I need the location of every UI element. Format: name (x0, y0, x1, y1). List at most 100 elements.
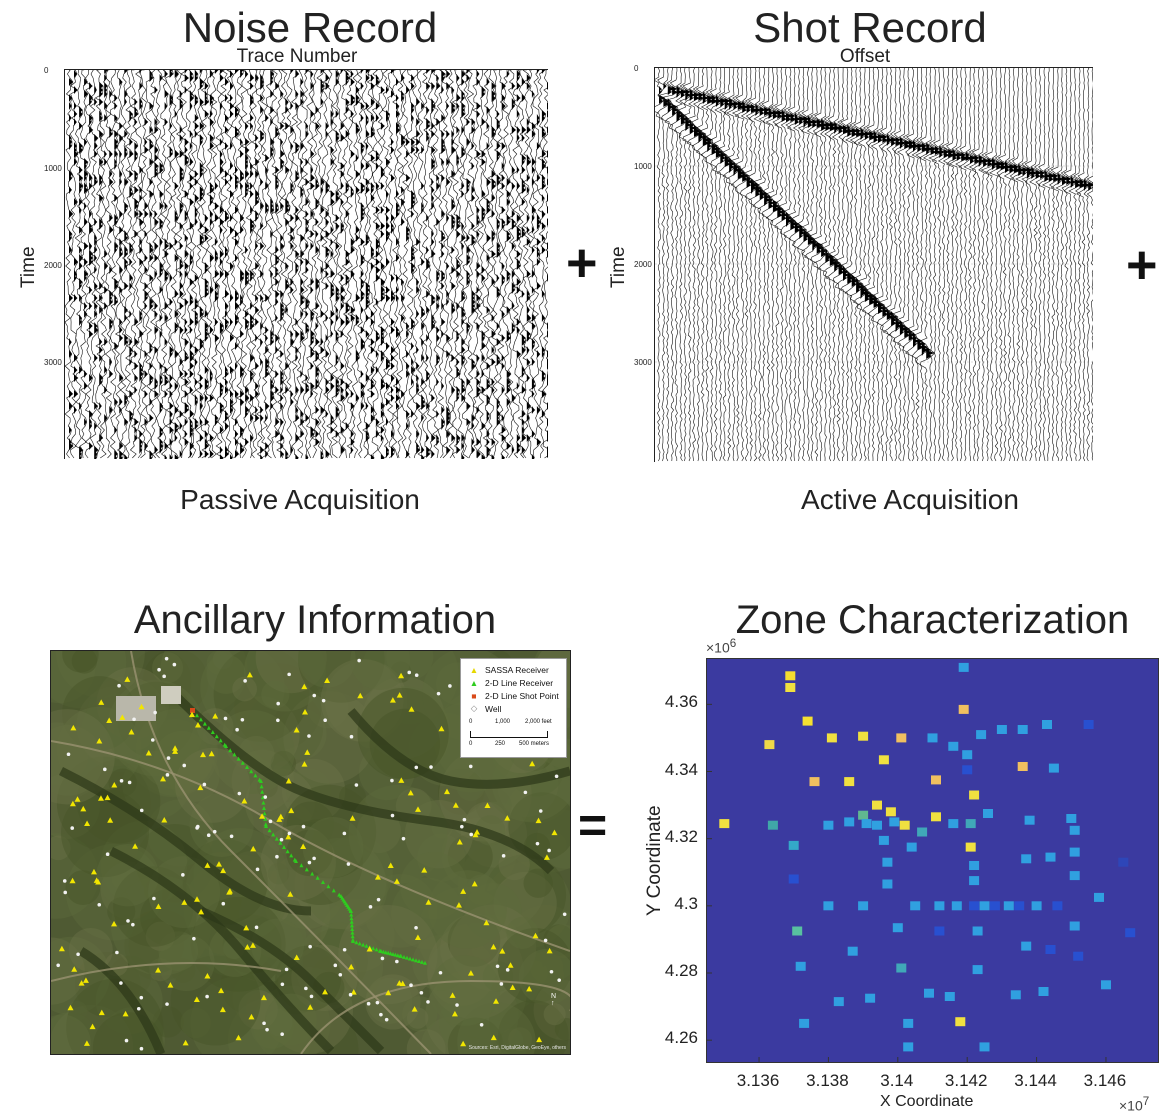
terrain-patch (539, 963, 565, 990)
noise-trace-fill (204, 82, 209, 458)
terrain-patch (67, 1000, 88, 1021)
sassa-receiver-marker (407, 789, 414, 796)
line-receiver-marker (379, 949, 383, 953)
zone-cell (1118, 857, 1129, 867)
terrain-patch (189, 792, 254, 858)
shot-trace (813, 68, 829, 462)
sassa-receiver-marker (452, 802, 459, 808)
scale-line (470, 731, 548, 738)
line-receiver-marker (285, 849, 290, 854)
sassa-receiver-marker (259, 813, 266, 819)
noise-trace-fill (360, 70, 365, 410)
well-marker (375, 1000, 380, 1005)
well-marker (547, 848, 551, 853)
shot-trace-fill (939, 146, 945, 158)
shot-trace-fill (772, 110, 780, 212)
satellite-map[interactable]: ▲ SASSA Receiver ▲ 2-D Line Receiver ■ 2… (50, 650, 571, 1055)
well-marker (312, 856, 316, 861)
sassa-receiver-marker (374, 874, 381, 880)
zone-cell (927, 733, 938, 743)
zone-cell (1003, 901, 1014, 911)
line-receiver-marker (260, 789, 265, 794)
line-receiver-marker (331, 888, 336, 893)
terrain-patch (497, 928, 570, 1004)
terrain-patch (543, 1003, 566, 1026)
terrain-patch (145, 921, 176, 951)
shot-trace (941, 68, 955, 462)
well-marker (357, 658, 361, 663)
terrain-patch (51, 651, 127, 709)
sassa-receiver-marker (301, 761, 308, 767)
noise-record-xlabel: Trace Number (236, 46, 358, 67)
shot-trace-fill (873, 131, 880, 308)
noise-trace (84, 70, 94, 459)
well-marker (401, 836, 406, 841)
noise-trace-fill (109, 90, 114, 414)
x-exponent-base: ×10 (1119, 1097, 1143, 1114)
shot-trace-fill (856, 128, 863, 293)
terrain-patch (357, 686, 451, 779)
noise-trace-fill (209, 70, 214, 458)
noise-trace (416, 70, 426, 459)
noise-trace (291, 70, 300, 459)
terrain-patch (51, 651, 96, 704)
sassa-receiver-marker (385, 989, 392, 996)
zone-cell (833, 997, 844, 1007)
zone-cell (931, 775, 941, 785)
terrain-patch (482, 961, 514, 992)
shot-trace (892, 68, 909, 462)
sassa-receiver-marker (387, 862, 394, 868)
zone-cell (1038, 987, 1049, 996)
shot-trace (677, 68, 692, 462)
shot-trace (734, 68, 750, 462)
sassa-receiver-marker (78, 980, 85, 986)
well-marker (172, 662, 177, 667)
terrain-patch (128, 918, 184, 974)
zone-cell (983, 809, 993, 818)
zone-heatmap-plot[interactable] (706, 658, 1159, 1063)
terrain-patch (183, 861, 278, 956)
sassa-receiver-marker (535, 817, 542, 824)
noise-trace (331, 70, 340, 459)
zone-cell (969, 901, 980, 911)
well-marker (538, 809, 543, 813)
noise-trace (431, 70, 441, 459)
shot-trace (901, 68, 916, 462)
shot-trace (931, 68, 946, 462)
well-marker (119, 778, 124, 783)
shot-trace (1050, 68, 1064, 462)
noise-trace-fill (84, 78, 89, 426)
well-marker (70, 826, 75, 830)
noise-trace-fill (451, 86, 456, 442)
noise-trace-fill (245, 70, 250, 446)
well-marker (117, 683, 121, 688)
terrain-patch (391, 877, 463, 950)
sassa-receiver-marker (204, 973, 211, 979)
well-marker (221, 901, 226, 906)
well-marker (495, 964, 500, 969)
shot-trace (725, 68, 741, 462)
terrain-patch (135, 823, 215, 903)
shot-trace (879, 68, 895, 462)
well-marker (165, 1002, 169, 1006)
shot-trace-fill (1066, 176, 1072, 185)
line-receiver-marker (310, 871, 315, 876)
shot-trace (757, 68, 772, 462)
noise-trace-fill (391, 70, 395, 458)
well-marker (304, 986, 308, 991)
well-marker (275, 854, 279, 859)
line-receiver-marker (374, 947, 379, 952)
noise-trace (69, 70, 79, 459)
well-marker (469, 832, 474, 837)
well-marker (307, 734, 311, 738)
zone-cell (996, 725, 1007, 734)
sassa-receiver-marker (194, 896, 201, 902)
shot-ytick-3000: 3000 (634, 358, 652, 367)
well-marker (279, 837, 284, 842)
line-receiver-marker (278, 840, 283, 845)
line-receiver-marker (383, 950, 388, 955)
terrain-patch (265, 1009, 293, 1037)
noise-trace-fill (375, 74, 380, 438)
zone-xtick-label: 3.14 (880, 1071, 914, 1090)
well-marker (124, 1038, 129, 1043)
